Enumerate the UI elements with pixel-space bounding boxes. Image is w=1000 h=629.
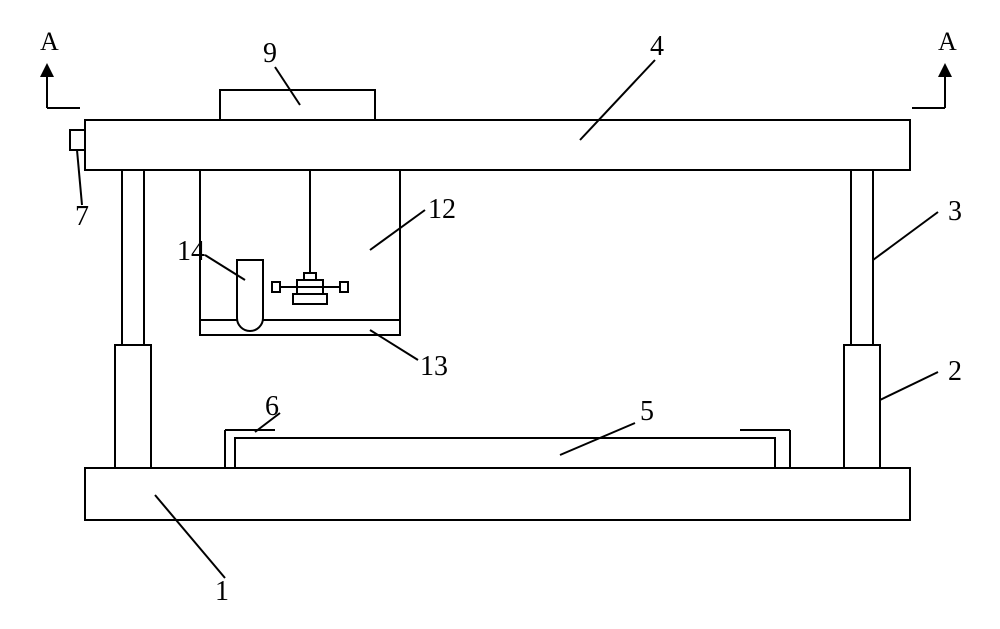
label-1: 1	[215, 576, 229, 607]
label-5: 5	[640, 396, 654, 427]
outer-post-right-2	[844, 345, 880, 468]
leader-7	[77, 150, 82, 205]
cylinder-14	[237, 260, 263, 331]
base-1	[85, 468, 910, 520]
wheel-nut-right	[340, 282, 348, 292]
label-4: 4	[650, 31, 664, 62]
inner-post-left-3	[122, 170, 144, 345]
block-9	[220, 90, 375, 120]
label-3: 3	[948, 196, 962, 227]
wheel-rim	[293, 294, 327, 304]
label-9: 9	[263, 38, 277, 69]
housing-12	[200, 170, 400, 335]
tray-5	[235, 438, 775, 468]
wheel-nut-left	[272, 282, 280, 292]
label-13: 13	[420, 351, 448, 382]
label-7: 7	[75, 201, 89, 232]
label-6: 6	[265, 391, 279, 422]
label-2: 2	[948, 356, 962, 387]
wheel-stub	[304, 273, 316, 280]
leader-2	[880, 372, 938, 400]
label-14: 14	[177, 236, 205, 267]
screw-7	[70, 130, 85, 150]
section-label-left: A	[40, 27, 59, 56]
section-label-right: A	[938, 27, 957, 56]
inner-post-right-3	[851, 170, 873, 345]
top-beam-4	[85, 120, 910, 170]
label-12: 12	[428, 194, 456, 225]
plate-13	[200, 320, 400, 335]
outer-post-left-2	[115, 345, 151, 468]
leader-3	[873, 212, 938, 260]
